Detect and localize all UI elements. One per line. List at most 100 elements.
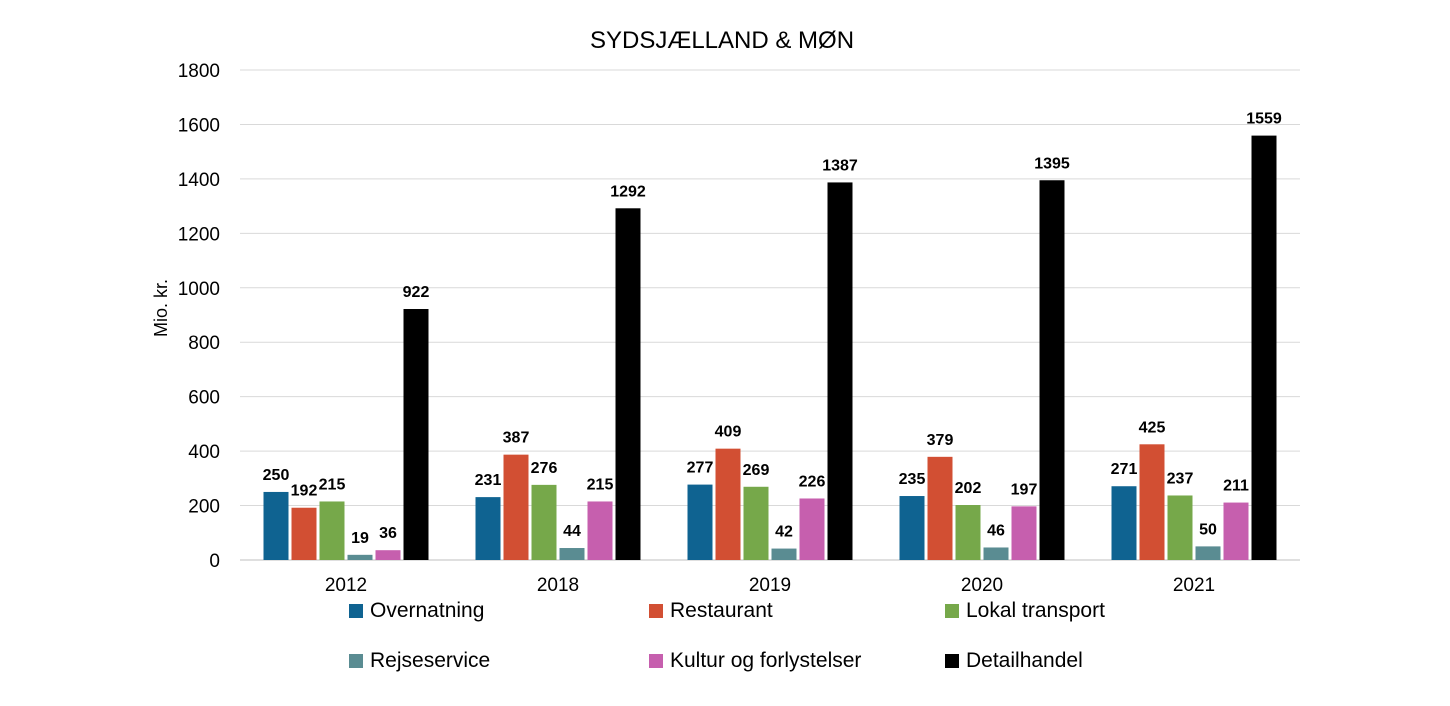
bar xyxy=(955,505,981,560)
legend-label: Restaurant xyxy=(670,599,773,622)
legend-item: Restaurant xyxy=(649,597,773,625)
data-label: 226 xyxy=(799,473,826,490)
data-label: 202 xyxy=(955,480,982,497)
chart-panel: SYDSJÆLLAND & MØN Mio. kr. 0 200 400 600 800… xyxy=(143,0,1310,701)
bar xyxy=(531,484,557,560)
legend-swatch xyxy=(349,604,363,618)
y-tick-label: 800 xyxy=(188,333,220,354)
data-label: 1395 xyxy=(1034,155,1070,172)
bar xyxy=(587,501,613,560)
legend-label: Rejseservice xyxy=(370,649,491,672)
bar xyxy=(827,182,853,560)
bar xyxy=(687,484,713,560)
y-tick-label: 1000 xyxy=(178,279,220,300)
bar xyxy=(559,548,585,560)
x-tick-label: 2021 xyxy=(1173,575,1215,596)
x-tick-label: 2012 xyxy=(325,575,367,596)
y-axis-label: Mio. kr. xyxy=(151,279,171,337)
bar xyxy=(403,309,429,560)
bar xyxy=(1111,486,1137,560)
legend-item: Rejseservice xyxy=(349,647,490,675)
y-tick-label: 1800 xyxy=(178,61,220,82)
legend-swatch xyxy=(945,654,959,668)
bar xyxy=(475,497,501,560)
data-label: 387 xyxy=(503,430,530,447)
bar xyxy=(347,554,373,560)
legend-label: Lokal transport xyxy=(966,599,1105,622)
legend-label: Kultur og forlystelser xyxy=(670,649,862,672)
data-label: 211 xyxy=(1223,478,1249,495)
y-tick-label: 400 xyxy=(188,442,220,463)
data-label: 1387 xyxy=(822,157,858,174)
data-label: 235 xyxy=(899,471,926,488)
data-label: 1559 xyxy=(1246,111,1282,128)
legend-swatch xyxy=(349,654,363,668)
data-label: 237 xyxy=(1167,470,1194,487)
data-label: 1292 xyxy=(610,183,646,200)
y-tick-label: 200 xyxy=(188,497,220,518)
bar xyxy=(1223,502,1249,560)
bar-chart: SYDSJÆLLAND & MØN Mio. kr. 0 200 400 600 800… xyxy=(151,27,1300,596)
bars xyxy=(263,135,1277,561)
x-tick-label: 2019 xyxy=(749,575,791,596)
data-label: 192 xyxy=(291,483,318,500)
y-tick-label: 0 xyxy=(209,551,220,572)
bar xyxy=(1139,444,1165,560)
y-tick-label: 1200 xyxy=(178,224,220,245)
bar xyxy=(1039,180,1065,560)
bar xyxy=(615,208,641,561)
legend-swatch xyxy=(649,654,663,668)
bar xyxy=(375,550,401,560)
data-label: 922 xyxy=(403,284,430,301)
bar xyxy=(799,498,825,560)
bar xyxy=(263,491,289,560)
data-label: 36 xyxy=(379,525,397,542)
bar xyxy=(927,456,953,560)
data-label: 197 xyxy=(1011,481,1038,498)
legend-item: Kultur og forlystelser xyxy=(649,647,861,675)
x-tick-label: 2020 xyxy=(961,575,1003,596)
data-label: 277 xyxy=(687,460,714,477)
chart-title: SYDSJÆLLAND & MØN xyxy=(590,27,854,54)
data-label: 276 xyxy=(531,460,558,477)
data-label: 425 xyxy=(1139,419,1166,436)
data-label: 215 xyxy=(319,476,346,493)
legend-label: Detailhandel xyxy=(966,649,1083,672)
data-label: 379 xyxy=(927,432,954,449)
bar xyxy=(1195,546,1221,560)
y-tick-label: 600 xyxy=(188,388,220,409)
x-axis-ticks: 2012 2018 2019 2020 2021 xyxy=(325,575,1215,596)
legend-label: Overnatning xyxy=(370,599,485,622)
data-label: 215 xyxy=(587,476,614,493)
data-label: 269 xyxy=(743,462,770,479)
bar xyxy=(771,548,797,560)
data-label: 250 xyxy=(263,467,290,484)
bar xyxy=(503,454,529,560)
legend-item: Detailhandel xyxy=(945,647,1083,675)
y-axis-ticks: 0 200 400 600 800 1000 1200 1400 1600 1800 xyxy=(178,61,220,572)
data-label: 231 xyxy=(475,472,502,489)
legend-item: Overnatning xyxy=(349,597,484,625)
bar xyxy=(319,501,345,560)
bar xyxy=(983,547,1009,560)
bar xyxy=(715,448,741,560)
legend-swatch xyxy=(649,604,663,618)
bar xyxy=(291,507,317,560)
x-tick-label: 2018 xyxy=(537,575,579,596)
data-label: 46 xyxy=(987,522,1005,539)
bar xyxy=(1251,135,1277,560)
legend-swatch xyxy=(945,604,959,618)
bar xyxy=(899,496,925,560)
bar xyxy=(1167,495,1193,560)
data-label: 44 xyxy=(563,523,581,540)
data-label: 409 xyxy=(715,424,742,441)
data-label: 271 xyxy=(1111,461,1138,478)
bar xyxy=(1011,506,1037,560)
data-label: 19 xyxy=(351,530,369,547)
bar xyxy=(743,486,769,560)
data-label: 50 xyxy=(1199,521,1217,538)
legend-item: Lokal transport xyxy=(945,597,1105,625)
y-tick-label: 1400 xyxy=(178,170,220,191)
y-tick-label: 1600 xyxy=(178,115,220,136)
